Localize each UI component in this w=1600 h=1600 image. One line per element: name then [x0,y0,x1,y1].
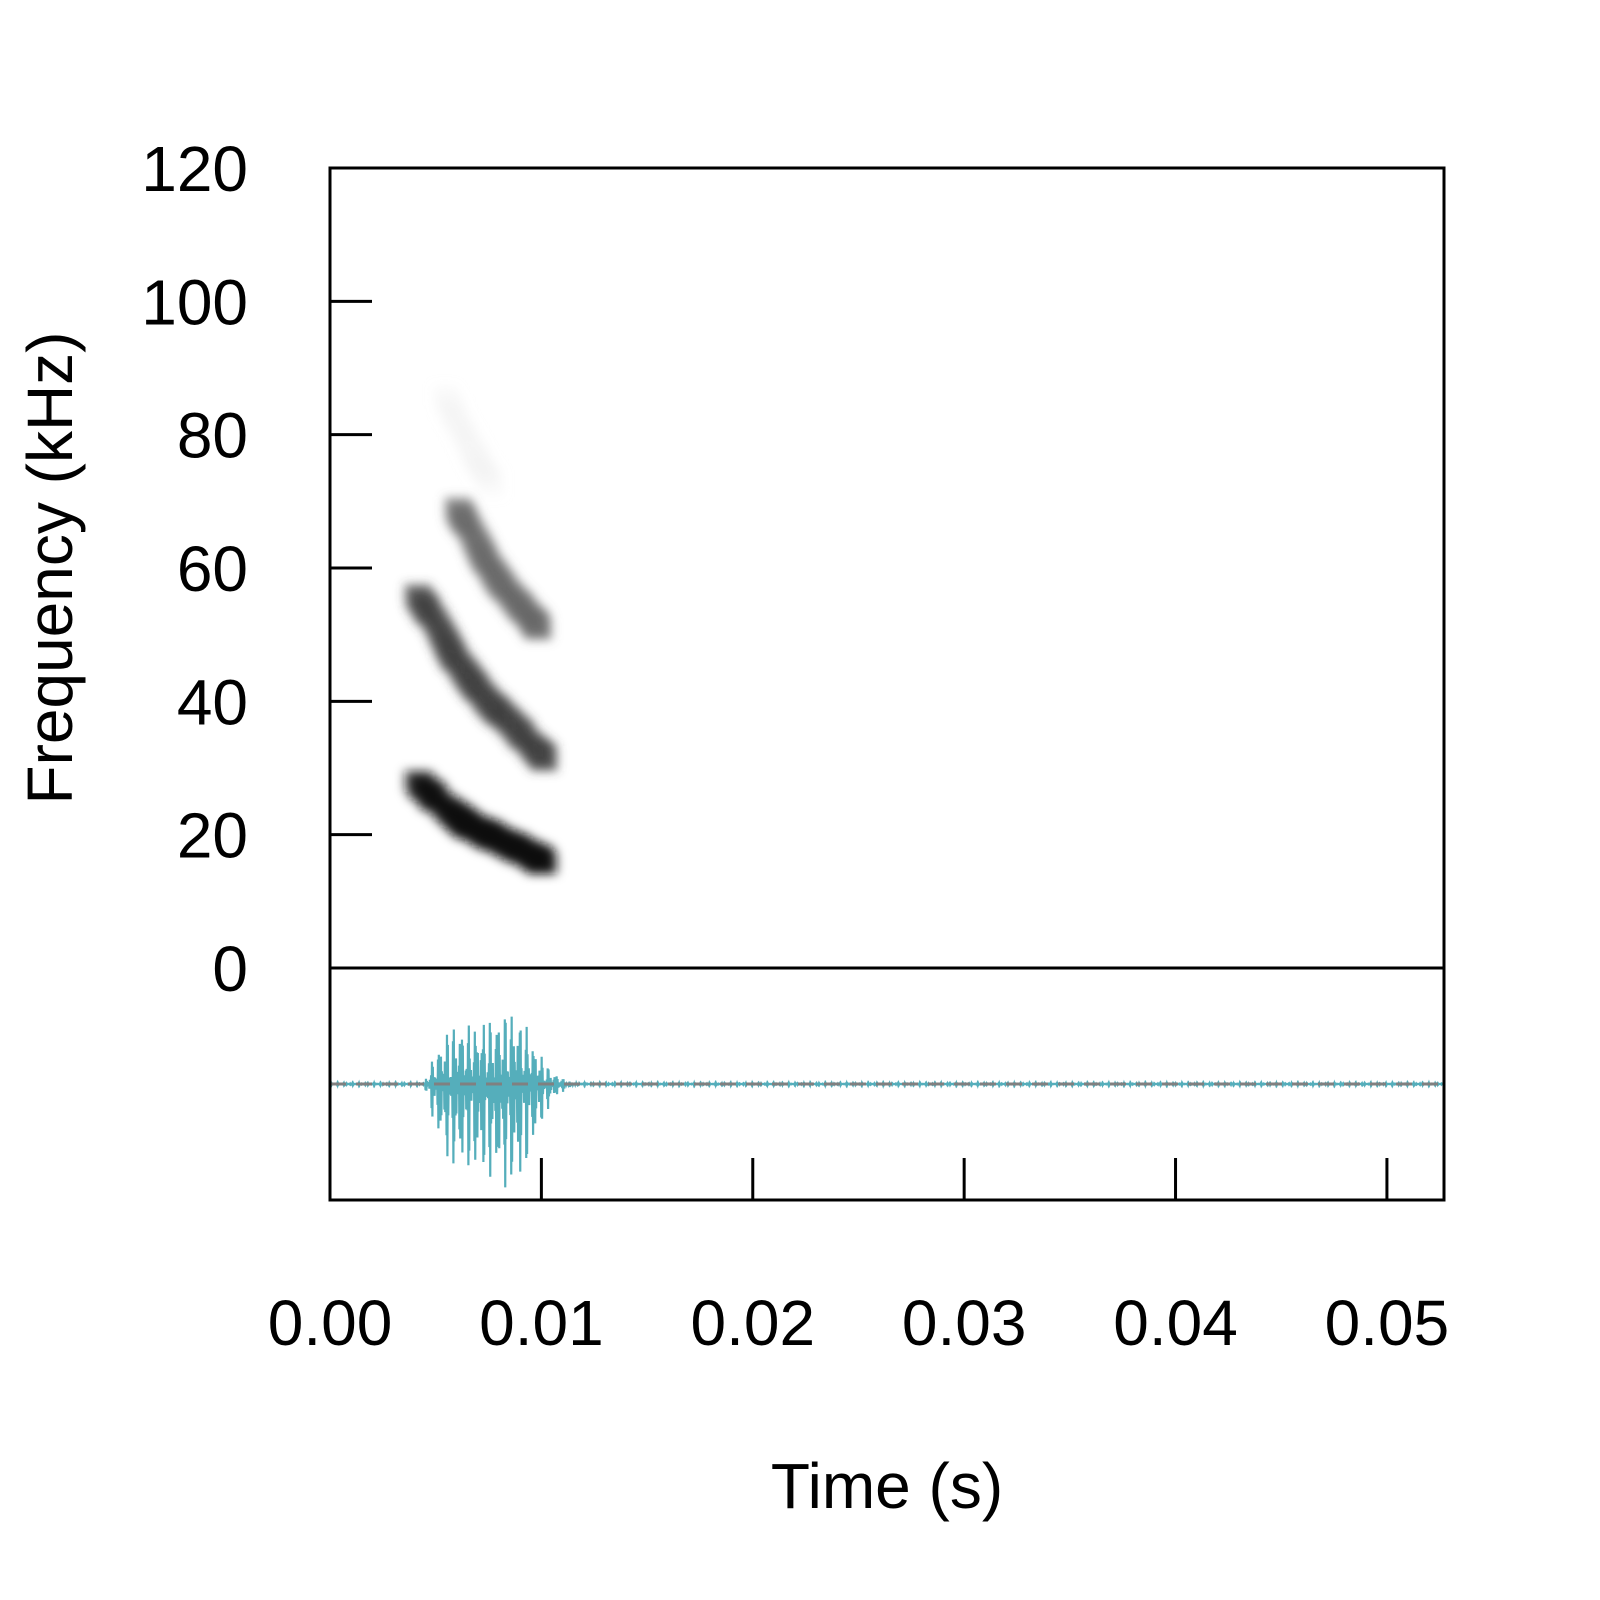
x-tick-label: 0.04 [1113,1287,1238,1359]
x-tick-label: 0.03 [902,1287,1027,1359]
waveform-frame [328,966,1446,1202]
spectrogram-cell [531,852,558,874]
spectrogram-cell [479,469,506,498]
spectrogram-area [403,383,558,874]
x-axis: 0.00 0.01 0.02 0.03 0.04 0.05 [268,1158,1449,1359]
y-axis-title: Frequency (kHz) [14,332,86,805]
x-tick-label: 0.00 [268,1287,393,1359]
y-tick-label: 100 [141,266,248,338]
harmonic-second [403,583,558,772]
x-tick-label: 0.05 [1325,1287,1450,1359]
y-tick-label: 0 [212,933,248,1005]
y-tick-label: 80 [177,400,248,472]
waveform-area [330,1016,1444,1188]
x-axis-title: Time (s) [771,1450,1003,1522]
waveform-trace [330,1016,1444,1188]
spectrogram-cell [526,618,553,641]
y-tick-label: 60 [177,533,248,605]
y-tick-label: 20 [177,800,248,872]
spectrogram-cell [531,745,558,772]
y-tick-label: 40 [177,666,248,738]
harmonic-third [443,497,553,641]
y-axis: 0 20 40 60 80 100 120 [141,133,372,1005]
x-tick-label: 0.01 [479,1287,604,1359]
harmonic-fundamental [403,770,558,874]
x-tick-label: 0.02 [690,1287,815,1359]
harmonic-faint [431,383,506,498]
y-tick-label: 120 [141,133,248,205]
